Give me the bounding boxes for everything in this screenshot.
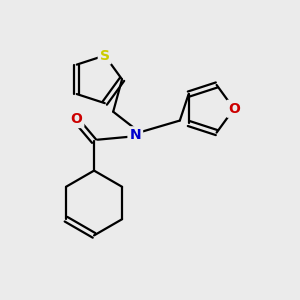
Text: S: S xyxy=(100,49,110,62)
Text: N: N xyxy=(130,128,141,142)
Text: O: O xyxy=(70,112,82,126)
Text: O: O xyxy=(228,102,240,116)
